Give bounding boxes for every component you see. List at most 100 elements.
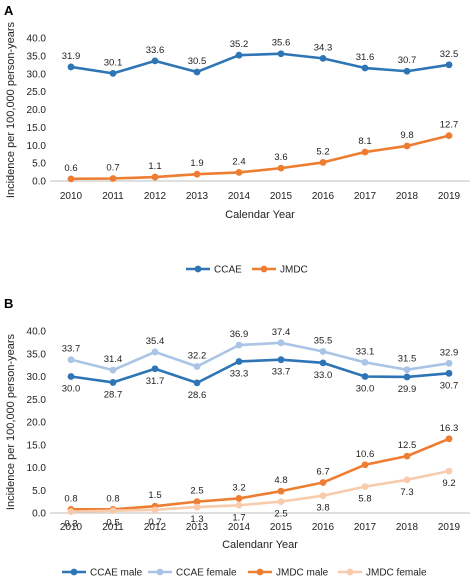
chart-b-y-tick-label: 40.0 [27, 327, 47, 338]
chart-a-x-tick-label: 2019 [438, 191, 461, 202]
chart-a-y-tick-label: 10.0 [27, 141, 47, 152]
chart-b-series-ccae-male-legend-marker [70, 568, 78, 576]
chart-a-series-ccae-legend-marker [194, 265, 202, 273]
chart-b-x-tick-label: 2013 [186, 522, 209, 533]
chart-b-x-axis-title: Calendanr Year [222, 539, 298, 551]
chart-b-series-ccae-male-legend-label: CCAE male [90, 568, 143, 578]
chart-b-x-tick-label: 2012 [144, 522, 167, 533]
chart-b-y-tick-label: 30.0 [27, 372, 47, 383]
chart-b-series-jmdc-female-point [193, 503, 201, 511]
chart-a-x-tick-label: 2013 [186, 191, 209, 202]
chart-a-y-axis-title: Incidence per 100,000 person-years [5, 21, 17, 198]
chart-b-series-ccae-female-data-label: 31.5 [398, 354, 417, 365]
chart-b-series-jmdc-female-legend-label: JMDC female [366, 568, 427, 578]
chart-b-series-ccae-male-point [109, 379, 117, 386]
chart-a-x-tick-label: 2012 [144, 191, 167, 202]
chart-b-series-jmdc-male-legend-marker [256, 568, 264, 576]
chart-b-y-tick-label: 5.0 [32, 486, 46, 497]
chart-b-series-ccae-female-point [235, 341, 243, 349]
chart-b-y-tick-label: 15.0 [27, 440, 47, 451]
chart-a-x-tick-label: 2014 [228, 191, 251, 202]
chart-b-series-ccae-male-data-label: 28.6 [188, 390, 207, 401]
chart-b-series-ccae-female-data-label: 37.4 [272, 327, 291, 338]
chart-a-series-jmdc-point [235, 169, 243, 176]
chart-a-series-jmdc-point [319, 159, 327, 166]
chart-b-series-ccae-female-line [70, 341, 450, 372]
chart-b-series-jmdc-male-data-label: 4.8 [274, 475, 287, 486]
chart-a-series-ccae-point [361, 64, 369, 72]
chart-b-series-ccae-female-data-label: 36.9 [230, 329, 249, 340]
chart-a-y-tick-label: 15.0 [27, 123, 47, 134]
chart-b-x-tick-label: 2015 [270, 522, 293, 533]
chart-b-series-jmdc-male-point [235, 495, 243, 502]
chart-b-x-tick-label: 2014 [228, 522, 251, 533]
chart-a-series-ccae-point [403, 67, 411, 75]
chart-b-series-jmdc-male-data-label: 0.8 [64, 493, 77, 504]
chart-b-series-ccae-male-point [193, 379, 201, 387]
chart-a-x-tick-label: 2011 [102, 191, 124, 202]
chart-b-series-ccae-female-point [109, 366, 117, 374]
chart-a-series-jmdc-data-label: 9.8 [400, 130, 413, 141]
chart-a-series-jmdc-data-label: 5.2 [316, 146, 329, 157]
chart-a-series-ccae-point [319, 54, 327, 62]
chart-b-series-jmdc-female-point [235, 501, 243, 509]
chart-a-y-tick-label: 25.0 [27, 87, 47, 98]
chart-b-series-jmdc-female-legend-marker [346, 568, 354, 576]
chart-b-series-ccae-male-point [361, 373, 369, 380]
chart-b-series-jmdc-female-point [151, 506, 159, 514]
chart-a-series-ccae-data-label: 34.3 [314, 42, 333, 53]
chart-b-series-ccae-female-data-label: 32.2 [188, 350, 207, 361]
chart-b-series-ccae-male-data-label: 33.0 [314, 370, 333, 381]
chart-b-y-tick-label: 35.0 [27, 349, 47, 360]
chart-b-x-tick-label: 2018 [396, 522, 419, 533]
chart-b-series-ccae-female-point [277, 339, 285, 347]
chart-a-series-ccae-data-label: 30.1 [104, 57, 123, 68]
chart-b-series-ccae-male-data-label: 33.7 [272, 367, 291, 378]
chart-b-series-ccae-female-point [403, 366, 411, 374]
chart-b-series-ccae-male-point [445, 369, 453, 377]
chart-b-series-ccae-male-data-label: 29.9 [398, 384, 417, 395]
chart-b-series-jmdc-male-data-label: 16.3 [440, 423, 459, 434]
chart-b-series-jmdc-male-data-label: 12.5 [398, 440, 417, 451]
chart-a-x-tick-label: 2016 [312, 191, 335, 202]
chart-a-series-ccae-point [193, 68, 201, 76]
chart-a-series-ccae-data-label: 35.2 [230, 39, 249, 50]
chart-b-series-jmdc-female-data-label: 0.3 [64, 519, 77, 530]
chart-a-series-ccae-data-label: 30.5 [188, 56, 207, 67]
chart-a-x-axis-title: Calendar Year [225, 209, 295, 221]
chart-b-series-ccae-female-data-label: 33.7 [62, 344, 81, 355]
chart-b-x-tick-label: 2010 [60, 522, 83, 533]
chart-a-series-ccae-legend-label: CCAE [214, 265, 242, 276]
chart-b-y-tick-label: 0.0 [32, 509, 46, 520]
chart-a-x-tick-label: 2010 [60, 191, 83, 202]
chart-b-series-jmdc-female-data-label: 0.7 [148, 517, 161, 528]
chart-panel-a: 0.0 5.0 10.0 15.0 20.0 25.0 30.0 35.0 40.0 2010 20… [5, 21, 470, 276]
chart-b-series-ccae-male-point [319, 359, 327, 367]
chart-b-x-tick-label: 2017 [354, 522, 377, 533]
chart-b-series-ccae-male-data-label: 30.0 [62, 384, 81, 395]
chart-a-y-tick-label: 20.0 [27, 105, 47, 116]
chart-b-series-jmdc-male-data-label: 1.5 [148, 490, 161, 501]
chart-a-series-jmdc-legend-label: JMDC [280, 265, 308, 276]
chart-b-series-ccae-female-data-label: 33.1 [356, 346, 375, 357]
chart-a-y-tick-label: 5.0 [32, 159, 46, 170]
chart-b-series-jmdc-female-point [445, 467, 453, 475]
chart-b-series-jmdc-male-data-label: 3.2 [232, 482, 245, 493]
chart-b-series-jmdc-female-point [361, 483, 369, 491]
chart-b-series-jmdc-female-data-label: 5.8 [358, 494, 371, 505]
chart-b-series-jmdc-female-data-label: 2.5 [274, 509, 287, 520]
chart-b-series-ccae-female-point [67, 356, 75, 364]
chart-a-x-tick-label: 2018 [396, 191, 419, 202]
chart-b-series-ccae-female-point [319, 348, 327, 355]
chart-a-series-ccae-point [67, 63, 75, 71]
chart-b-x-tick-label: 2016 [312, 522, 335, 533]
chart-a-y-tick-label: 30.0 [27, 69, 47, 80]
chart-a-series-ccae-data-label: 35.6 [272, 38, 291, 49]
chart-b-series-ccae-male-point [277, 356, 285, 364]
chart-b-series-ccae-female-legend-marker [156, 568, 164, 576]
chart-b-series-jmdc-male-point [319, 479, 327, 486]
chart-b-series-jmdc-male-data-label: 10.6 [356, 449, 375, 460]
chart-b-series-ccae-male-data-label: 31.7 [146, 376, 165, 387]
chart-b-series-ccae-female-legend-label: CCAE female [176, 568, 237, 578]
chart-b-series-jmdc-male-data-label: 0.8 [106, 493, 119, 504]
